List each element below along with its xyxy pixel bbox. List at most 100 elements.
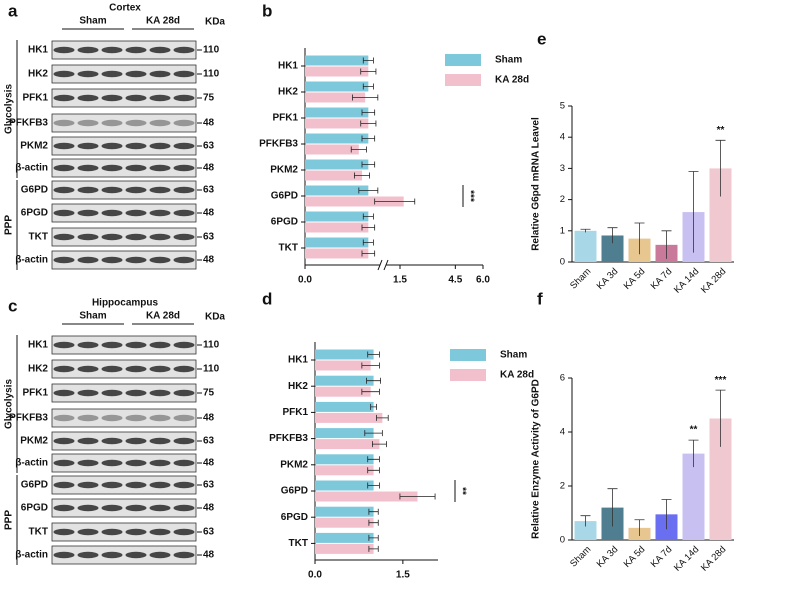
band bbox=[101, 70, 123, 78]
error-bar bbox=[360, 120, 377, 127]
error-bar bbox=[372, 441, 387, 448]
legend-swatch bbox=[450, 349, 486, 361]
band bbox=[149, 70, 171, 78]
error-bar bbox=[362, 239, 374, 246]
error-bar bbox=[367, 467, 380, 474]
y-tick-label: PKM2 bbox=[270, 165, 298, 176]
bar bbox=[709, 168, 732, 262]
group-label: KA 28d bbox=[146, 16, 180, 27]
band bbox=[149, 504, 171, 512]
band bbox=[53, 365, 75, 373]
significance: *** bbox=[715, 375, 727, 386]
bar bbox=[315, 491, 418, 502]
kda-label: 63 bbox=[203, 527, 215, 538]
band bbox=[101, 437, 123, 445]
protein-label: HK2 bbox=[28, 69, 48, 80]
band bbox=[77, 94, 99, 102]
band bbox=[149, 164, 171, 172]
error-bar bbox=[354, 172, 370, 179]
band bbox=[101, 365, 123, 373]
band bbox=[77, 551, 99, 559]
bar bbox=[574, 521, 597, 540]
bar bbox=[305, 222, 369, 233]
bar bbox=[305, 66, 369, 77]
group-label: Sham bbox=[79, 16, 106, 27]
blot-strip bbox=[51, 335, 197, 355]
blot-strip bbox=[51, 250, 197, 270]
legend-swatch bbox=[445, 54, 481, 66]
error-bar bbox=[360, 68, 377, 75]
band bbox=[125, 504, 147, 512]
x-tick-label: 0.0 bbox=[298, 275, 312, 286]
panel-label: e bbox=[537, 29, 546, 48]
blot-strip bbox=[51, 431, 197, 451]
band bbox=[173, 256, 195, 264]
band bbox=[173, 94, 195, 102]
y-tick-label: TKT bbox=[289, 538, 308, 549]
y-axis-label: Relative G6pd mRNA Leavel bbox=[531, 117, 542, 251]
error-bar bbox=[361, 109, 376, 116]
legend-swatch bbox=[445, 74, 481, 86]
blot-strip bbox=[51, 180, 197, 200]
section-label: Glycolysis bbox=[4, 379, 15, 429]
bar bbox=[305, 159, 369, 170]
band bbox=[53, 46, 75, 54]
blot-strip bbox=[51, 158, 197, 178]
band bbox=[149, 233, 171, 241]
protein-label: β-actin bbox=[15, 163, 48, 174]
band bbox=[125, 186, 147, 194]
bar bbox=[305, 118, 369, 129]
error-bar bbox=[607, 488, 618, 527]
kda-label: 63 bbox=[203, 480, 215, 491]
bar bbox=[305, 144, 359, 155]
band bbox=[149, 119, 171, 127]
band bbox=[125, 94, 147, 102]
axis-break bbox=[383, 259, 389, 271]
error-bar bbox=[364, 430, 383, 437]
y-tick-label: 0 bbox=[560, 535, 565, 546]
error-bar bbox=[367, 456, 380, 463]
band bbox=[53, 233, 75, 241]
x-tick-label: KA 7d bbox=[649, 544, 675, 570]
band bbox=[149, 94, 171, 102]
legend-swatch bbox=[450, 369, 486, 381]
kda-label: 48 bbox=[203, 255, 215, 266]
blot-strip bbox=[51, 359, 197, 379]
error-bar bbox=[368, 508, 379, 515]
error-bar bbox=[367, 351, 380, 358]
band bbox=[77, 186, 99, 194]
kda-label: 63 bbox=[203, 232, 215, 243]
bar bbox=[305, 170, 362, 181]
y-tick-label: 5 bbox=[560, 101, 565, 112]
kda-label: 48 bbox=[203, 163, 215, 174]
panel-label: f bbox=[537, 289, 543, 308]
band bbox=[53, 504, 75, 512]
band bbox=[101, 256, 123, 264]
band bbox=[149, 551, 171, 559]
bar bbox=[315, 517, 374, 528]
band bbox=[53, 459, 75, 467]
band bbox=[101, 46, 123, 54]
band bbox=[101, 233, 123, 241]
error-bar bbox=[376, 414, 389, 421]
band bbox=[125, 528, 147, 536]
y-tick-label: 2 bbox=[560, 194, 565, 205]
band bbox=[125, 389, 147, 397]
band bbox=[101, 528, 123, 536]
band bbox=[173, 389, 195, 397]
blot-strip bbox=[51, 475, 197, 495]
error-bar bbox=[715, 139, 726, 197]
bar bbox=[305, 248, 369, 259]
error-bar bbox=[370, 403, 377, 410]
band bbox=[149, 459, 171, 467]
error-bar bbox=[634, 222, 645, 255]
kda-label: 75 bbox=[203, 93, 215, 104]
band bbox=[125, 70, 147, 78]
group-label: KA 28d bbox=[146, 311, 180, 322]
error-bar bbox=[661, 230, 672, 259]
band bbox=[101, 389, 123, 397]
band bbox=[149, 481, 171, 489]
band bbox=[173, 46, 195, 54]
protein-label: PFKFB3 bbox=[9, 118, 48, 129]
